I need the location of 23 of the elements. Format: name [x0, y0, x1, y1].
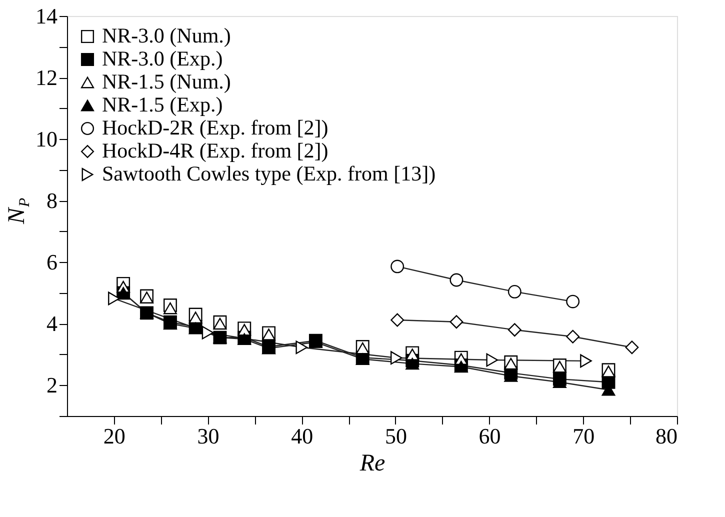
x-tick-label: 50: [384, 424, 407, 448]
x-tick-label: 80: [656, 424, 678, 448]
y-tick-label: 14: [36, 4, 58, 28]
legend-label: Sawtooth Cowles type (Exp. from [13]): [102, 162, 436, 186]
y-tick-label: 2: [46, 372, 58, 398]
legend-label: NR-1.5 (Exp.): [102, 92, 223, 116]
y-tick-label: 6: [46, 250, 58, 275]
x-tick-label: 20: [103, 424, 126, 448]
legend-label: HockD-4R (Exp. from [2]): [102, 138, 328, 162]
x-tick-label: 70: [572, 424, 595, 448]
legend-label: NR-1.5 (Num.): [102, 70, 231, 94]
y-tick-label: 10: [36, 126, 58, 152]
y-axis-title: NP: [4, 198, 33, 226]
y-tick-label: 8: [46, 188, 58, 214]
legend-label: HockD-2R (Exp. from [2]): [102, 116, 328, 140]
x-tick-label: 30: [197, 424, 220, 448]
y-tick-label: 4: [46, 311, 58, 336]
legend-label: NR-3.0 (Exp.): [102, 46, 223, 70]
legend-label: NR-3.0 (Num.): [102, 24, 231, 48]
y-tick-label: 12: [36, 65, 58, 90]
x-tick-label: 40: [291, 424, 314, 448]
x-axis-title: Re: [358, 450, 386, 476]
x-tick-label: 60: [478, 424, 501, 448]
